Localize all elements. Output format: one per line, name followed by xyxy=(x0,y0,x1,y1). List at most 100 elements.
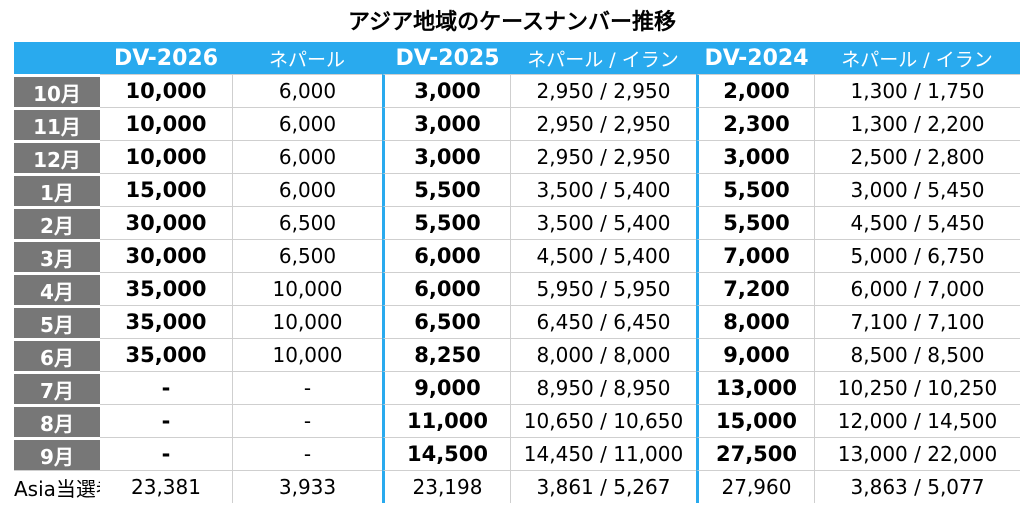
dv2026-cell: 10,000 xyxy=(100,107,232,140)
dv2026-cell: 30,000 xyxy=(100,206,232,239)
dv2025-cell: 6,000 xyxy=(382,272,510,305)
month-label: 12月 xyxy=(14,140,100,173)
dv2024-cell: 27,500 xyxy=(696,437,814,470)
sub2024-cell: 1,300 / 1,750 xyxy=(814,74,1020,107)
sub2025-cell: 2,950 / 2,950 xyxy=(510,74,696,107)
sub2025-cell: 4,500 / 5,400 xyxy=(510,239,696,272)
header-dv2026-sub: ネパール xyxy=(232,42,382,74)
dv2025-cell: 11,000 xyxy=(382,404,510,437)
header-row: DV-2026 ネパール DV-2025 ネパール / イラン DV-2024 … xyxy=(14,42,1020,74)
dv2025-cell: 5,500 xyxy=(382,206,510,239)
nepal2026-cell: - xyxy=(232,404,382,437)
nepal2026-cell: - xyxy=(232,437,382,470)
month-label: 4月 xyxy=(14,272,100,305)
month-label: 1月 xyxy=(14,173,100,206)
month-label: 2月 xyxy=(14,206,100,239)
month-label: 6月 xyxy=(14,338,100,371)
month-label: 3月 xyxy=(14,239,100,272)
dv2026-cell: 35,000 xyxy=(100,305,232,338)
totals-sub2025: 3,861 / 5,267 xyxy=(510,470,696,503)
month-label: 10月 xyxy=(14,74,100,107)
dv2024-cell: 9,000 xyxy=(696,338,814,371)
table-row: 7月 - - 9,000 8,950 / 8,950 13,000 10,250… xyxy=(14,371,1020,404)
table-row: 5月 35,000 10,000 6,500 6,450 / 6,450 8,0… xyxy=(14,305,1020,338)
table-row: 11月 10,000 6,000 3,000 2,950 / 2,950 2,3… xyxy=(14,107,1020,140)
sub2024-cell: 6,000 / 7,000 xyxy=(814,272,1020,305)
dv2024-cell: 5,500 xyxy=(696,206,814,239)
nepal2026-cell: 10,000 xyxy=(232,338,382,371)
month-label: 11月 xyxy=(14,107,100,140)
dv2024-cell: 15,000 xyxy=(696,404,814,437)
nepal2026-cell: 6,500 xyxy=(232,239,382,272)
nepal2026-cell: 6,000 xyxy=(232,140,382,173)
dv2024-cell: 5,500 xyxy=(696,173,814,206)
nepal2026-cell: 6,500 xyxy=(232,206,382,239)
sub2024-cell: 1,300 / 2,200 xyxy=(814,107,1020,140)
dv2026-cell: - xyxy=(100,404,232,437)
sub2024-cell: 10,250 / 10,250 xyxy=(814,371,1020,404)
dv2026-cell: 35,000 xyxy=(100,338,232,371)
sub2025-cell: 6,450 / 6,450 xyxy=(510,305,696,338)
dv2024-cell: 3,000 xyxy=(696,140,814,173)
nepal2026-cell: 6,000 xyxy=(232,107,382,140)
table-row: 8月 - - 11,000 10,650 / 10,650 15,000 12,… xyxy=(14,404,1020,437)
nepal2026-cell: - xyxy=(232,371,382,404)
dv2024-cell: 2,000 xyxy=(696,74,814,107)
dv2025-cell: 6,500 xyxy=(382,305,510,338)
page-title: アジア地域のケースナンバー推移 xyxy=(347,10,677,35)
nepal2026-cell: 6,000 xyxy=(232,173,382,206)
table-row: 12月 10,000 6,000 3,000 2,950 / 2,950 3,0… xyxy=(14,140,1020,173)
header-dv2024-sub: ネパール / イラン xyxy=(814,42,1020,74)
dv2024-cell: 7,200 xyxy=(696,272,814,305)
table-row: 4月 35,000 10,000 6,000 5,950 / 5,950 7,2… xyxy=(14,272,1020,305)
dv2025-cell: 3,000 xyxy=(382,140,510,173)
dv2026-cell: - xyxy=(100,437,232,470)
sub2025-cell: 3,500 / 5,400 xyxy=(510,206,696,239)
sub2024-cell: 8,500 / 8,500 xyxy=(814,338,1020,371)
table-row: 2月 30,000 6,500 5,500 3,500 / 5,400 5,50… xyxy=(14,206,1020,239)
nepal2026-cell: 10,000 xyxy=(232,272,382,305)
dv2024-cell: 13,000 xyxy=(696,371,814,404)
table-row: 10月 10,000 6,000 3,000 2,950 / 2,950 2,0… xyxy=(14,74,1020,107)
dv2026-cell: 30,000 xyxy=(100,239,232,272)
month-label: 7月 xyxy=(14,371,100,404)
totals-dv2026: 23,381 xyxy=(100,470,232,503)
dv2025-cell: 3,000 xyxy=(382,107,510,140)
totals-label: Asia当選者 xyxy=(14,470,100,503)
header-dv2025: DV-2025 xyxy=(382,42,510,74)
dv2025-cell: 9,000 xyxy=(382,371,510,404)
dv2025-cell: 6,000 xyxy=(382,239,510,272)
sub2024-cell: 12,000 / 14,500 xyxy=(814,404,1020,437)
month-label: 5月 xyxy=(14,305,100,338)
sub2025-cell: 2,950 / 2,950 xyxy=(510,140,696,173)
sub2025-cell: 3,500 / 5,400 xyxy=(510,173,696,206)
dv2024-cell: 2,300 xyxy=(696,107,814,140)
sub2024-cell: 4,500 / 5,450 xyxy=(814,206,1020,239)
dv2026-cell: 10,000 xyxy=(100,140,232,173)
header-corner xyxy=(14,42,100,74)
table-row: 3月 30,000 6,500 6,000 4,500 / 5,400 7,00… xyxy=(14,239,1020,272)
header-dv2024: DV-2024 xyxy=(696,42,814,74)
totals-sub2024: 3,863 / 5,077 xyxy=(814,470,1020,503)
sub2025-cell: 8,000 / 8,000 xyxy=(510,338,696,371)
sub2024-cell: 2,500 / 2,800 xyxy=(814,140,1020,173)
totals-row: Asia当選者 23,381 3,933 23,198 3,861 / 5,26… xyxy=(14,470,1020,503)
sub2025-cell: 5,950 / 5,950 xyxy=(510,272,696,305)
dv2026-cell: 35,000 xyxy=(100,272,232,305)
totals-dv2024: 27,960 xyxy=(696,470,814,503)
month-label: 9月 xyxy=(14,437,100,470)
nepal2026-cell: 10,000 xyxy=(232,305,382,338)
dv2024-cell: 7,000 xyxy=(696,239,814,272)
sub2025-cell: 2,950 / 2,950 xyxy=(510,107,696,140)
dv2026-cell: 15,000 xyxy=(100,173,232,206)
sub2024-cell: 13,000 / 22,000 xyxy=(814,437,1020,470)
table-row: 1月 15,000 6,000 5,500 3,500 / 5,400 5,50… xyxy=(14,173,1020,206)
table-row: 9月 - - 14,500 14,450 / 11,000 27,500 13,… xyxy=(14,437,1020,470)
sub2025-cell: 8,950 / 8,950 xyxy=(510,371,696,404)
sub2024-cell: 7,100 / 7,100 xyxy=(814,305,1020,338)
sub2024-cell: 5,000 / 6,750 xyxy=(814,239,1020,272)
sub2025-cell: 14,450 / 11,000 xyxy=(510,437,696,470)
totals-nepal2026: 3,933 xyxy=(232,470,382,503)
dv2026-cell: 10,000 xyxy=(100,74,232,107)
totals-dv2025: 23,198 xyxy=(382,470,510,503)
